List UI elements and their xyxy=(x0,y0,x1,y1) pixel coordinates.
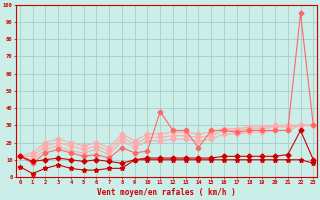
X-axis label: Vent moyen/en rafales ( km/h ): Vent moyen/en rafales ( km/h ) xyxy=(97,188,236,197)
